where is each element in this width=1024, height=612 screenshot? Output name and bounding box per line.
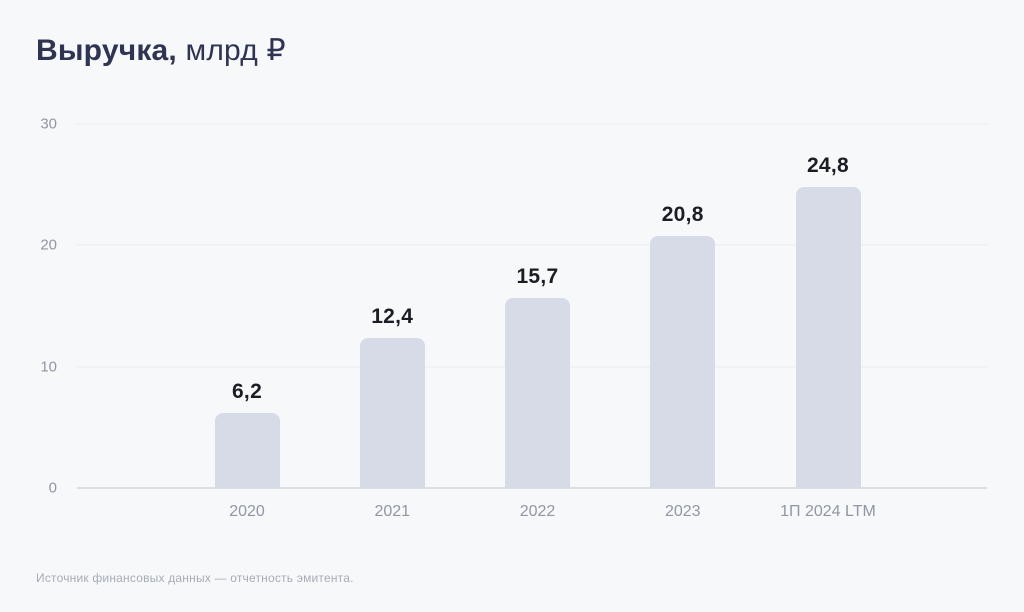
x-axis-line <box>77 487 987 489</box>
x-axis-label: 2023 <box>664 503 701 520</box>
bar-column: 12,4 2021 <box>319 124 465 520</box>
source-note: Источник финансовых данных — отчетность … <box>36 571 354 585</box>
chart-title-unit: млрд ₽ <box>176 34 286 67</box>
bar-2022 <box>505 297 570 488</box>
bar-2023 <box>650 235 716 488</box>
chart-title-metric: Выручка, <box>36 34 177 67</box>
y-axis-tick-label: 30 <box>40 115 57 133</box>
bar-column: 20,8 2023 <box>610 124 756 520</box>
y-axis-tick-label: 10 <box>40 358 57 376</box>
bar-value-label: 6,2 <box>231 379 263 403</box>
bar-1П 2024 LTM <box>795 187 861 488</box>
x-axis-label: 2022 <box>519 503 556 520</box>
bar-column: 6,2 2020 <box>174 124 320 520</box>
plot-area: 0 10 20 30 6,2 2020 12,4 2021 15,7 2022 20,8 2023 24… <box>40 116 987 520</box>
bar-2020 <box>214 412 280 488</box>
bar-value-label: 12,4 <box>371 304 414 328</box>
bar-column: 15,7 2022 <box>465 124 611 520</box>
gridline <box>77 123 987 125</box>
y-axis-tick-label: 0 <box>48 479 57 497</box>
x-axis-label: 2020 <box>229 503 265 520</box>
bar-value-label: 20,8 <box>661 202 704 226</box>
bar-value-label: 24,8 <box>806 154 850 178</box>
x-axis-label: 1П 2024 LTM <box>780 503 876 520</box>
bar-value-label: 15,7 <box>516 264 559 288</box>
y-axis-tick-label: 20 <box>40 236 57 254</box>
gridline <box>77 244 987 246</box>
chart-title: Выручка, млрд ₽ <box>36 32 286 70</box>
bar-2021 <box>359 337 425 488</box>
x-axis-label: 2021 <box>374 503 411 520</box>
bar-column: 24,8 1П 2024 LTM <box>755 124 901 520</box>
